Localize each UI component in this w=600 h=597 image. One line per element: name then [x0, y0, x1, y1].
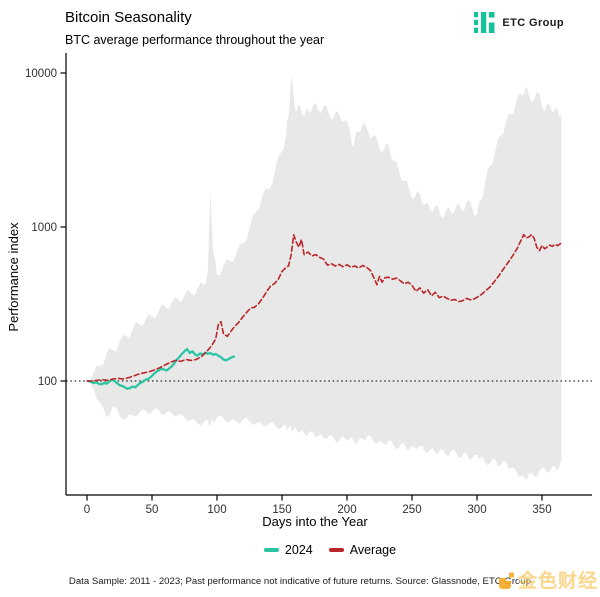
y-tick-label: 10000: [25, 68, 57, 80]
x-tick-label: 0: [84, 504, 90, 516]
jinse-watermark: 金色财经: [496, 566, 598, 593]
x-tick-label: 100: [207, 504, 226, 516]
x-tick-label: 200: [337, 504, 356, 516]
y-tick-label: 100: [38, 376, 57, 388]
legend-dash-2024: [263, 548, 279, 552]
x-tick-label: 150: [272, 504, 291, 516]
legend-dash-average: [328, 548, 344, 552]
legend-item-2024: 2024: [263, 543, 313, 557]
etc-group-logo: ETC Group: [474, 11, 564, 34]
legend-label-average: Average: [349, 543, 397, 557]
x-tick-label: 250: [402, 504, 421, 516]
range-band: [87, 76, 562, 480]
legend-item-average: Average: [328, 543, 397, 557]
legend-label-2024: 2024: [284, 543, 313, 557]
etc-group-logo-icon: [474, 12, 495, 33]
x-tick-label: 350: [532, 504, 551, 516]
x-tick-label: 300: [467, 504, 486, 516]
y-tick-label: 1000: [31, 222, 57, 234]
y-axis-title: Performance index: [6, 222, 21, 332]
etc-group-logo-text: ETC Group: [502, 16, 564, 29]
x-tick-label: 50: [146, 504, 159, 516]
series-2024: [87, 347, 236, 390]
disclaimer-text: Data Sample: 2011 - 2023; Past performan…: [68, 576, 532, 587]
page-subtitle: BTC average performance throughout the y…: [65, 33, 325, 48]
page-title: Bitcoin Seasonality: [65, 9, 192, 26]
x-axis-title: Days into the Year: [262, 514, 368, 529]
chart-legend: 2024 Average: [30, 543, 600, 557]
series-average: [86, 233, 563, 382]
chart-header: Bitcoin Seasonality BTC average performa…: [65, 8, 564, 47]
jinse-watermark-text: 金色财经: [517, 571, 598, 592]
jinse-logo-icon: [498, 572, 514, 589]
chart-titles: Bitcoin Seasonality BTC average performa…: [65, 8, 324, 47]
